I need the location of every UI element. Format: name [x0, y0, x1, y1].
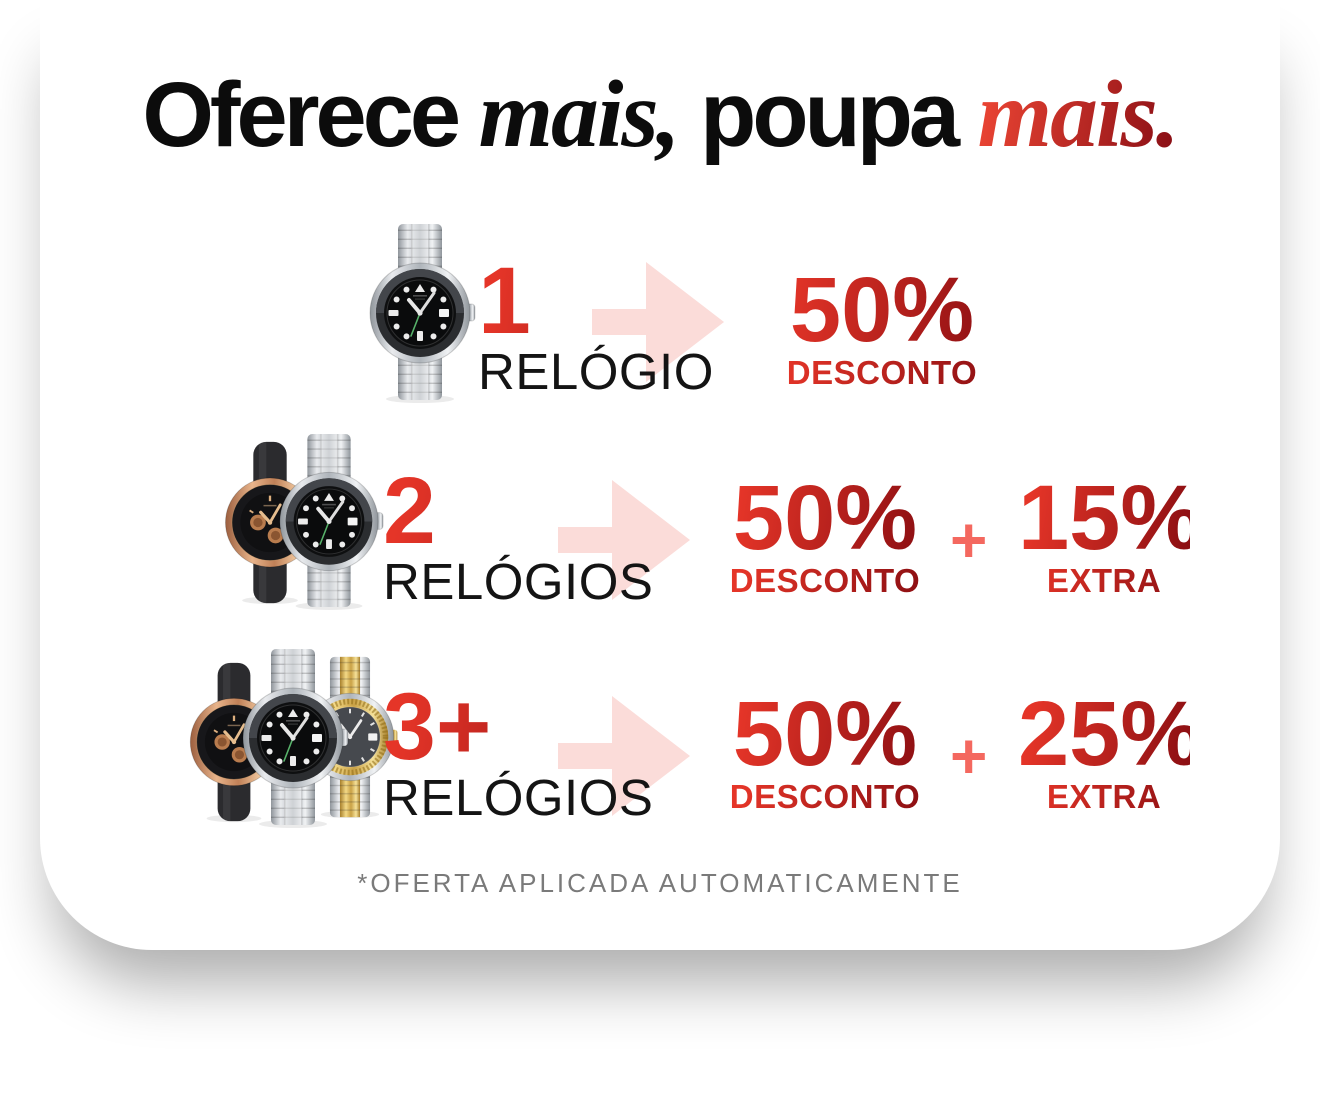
tier-2-discount-block: 50% DESCONTO	[725, 472, 925, 597]
tier-2-discount-value: 50%	[725, 472, 925, 564]
tier-2-extra-value: 15%	[1018, 467, 1203, 569]
steel-black-gmt-watch-icon	[368, 222, 477, 404]
tier-1-quantity-block: 1 RELÓGIO	[478, 254, 714, 400]
steel-black-gmt-watch-icon	[241, 647, 350, 829]
tier-2-quantity-label: RELÓGIOS	[383, 552, 654, 610]
footnote: *OFERTA APLICADA AUTOMATICAMENTE	[357, 868, 963, 898]
tier-2-quantity-block: 2 RELÓGIOS	[383, 464, 654, 610]
tier-3-discount-label: DESCONTO	[725, 780, 925, 813]
tier-3-watches	[183, 645, 389, 837]
tier-3-discount-block: 50% DESCONTO	[725, 688, 925, 813]
title-segment-italic-red: mais.	[977, 61, 1180, 167]
tier-2-extra-block: 15% EXTRA	[1018, 467, 1203, 597]
arrow-head	[612, 696, 690, 816]
arrow-shaft	[558, 527, 616, 553]
arrow-right-icon	[592, 262, 724, 382]
tier-3-quantity: 3+	[383, 680, 653, 775]
tier-3-quantity-block: 3+ RELÓGIOS	[383, 680, 654, 826]
tier-3-quantity-label: RELÓGIOS	[383, 768, 654, 826]
tier-3-discount-value: 50%	[725, 688, 925, 780]
arrow-right-icon	[558, 480, 690, 600]
title-segment-sans: poupa	[678, 64, 978, 166]
tier-2-watches	[218, 432, 398, 616]
arrow-shaft	[592, 309, 650, 335]
tier-1-discount-label: DESCONTO	[764, 356, 1000, 389]
tier-2-discount-label: DESCONTO	[725, 564, 925, 597]
tier-1-quantity: 1	[478, 254, 714, 349]
steel-black-gmt-watch-icon	[277, 432, 386, 611]
tier-3-extra-block: 25% EXTRA	[1018, 683, 1203, 813]
arrow-shaft	[558, 743, 616, 769]
title-segment-sans: Oferece	[142, 64, 479, 166]
tier-3-extra-label: EXTRA	[1018, 780, 1190, 813]
tier-3-extra-value: 25%	[1018, 683, 1203, 785]
title-segment-italic: mais,	[478, 61, 681, 167]
arrow-head	[612, 480, 690, 600]
arrow-right-icon	[558, 696, 690, 816]
tier-2-plus-sign: +	[950, 504, 988, 576]
arrow-head	[646, 262, 724, 382]
tier-1-discount-value: 50%	[764, 264, 1000, 356]
tier-1-watches	[362, 222, 482, 404]
tier-2-extra-label: EXTRA	[1018, 564, 1190, 597]
tier-2-quantity: 2	[383, 464, 653, 559]
promo-title: Oferece mais, poupa mais.	[0, 64, 1320, 164]
tier-1-quantity-label: RELÓGIO	[478, 342, 714, 400]
tier-3-plus-sign: +	[950, 720, 988, 792]
tier-1-discount-block: 50% DESCONTO	[764, 264, 1000, 389]
